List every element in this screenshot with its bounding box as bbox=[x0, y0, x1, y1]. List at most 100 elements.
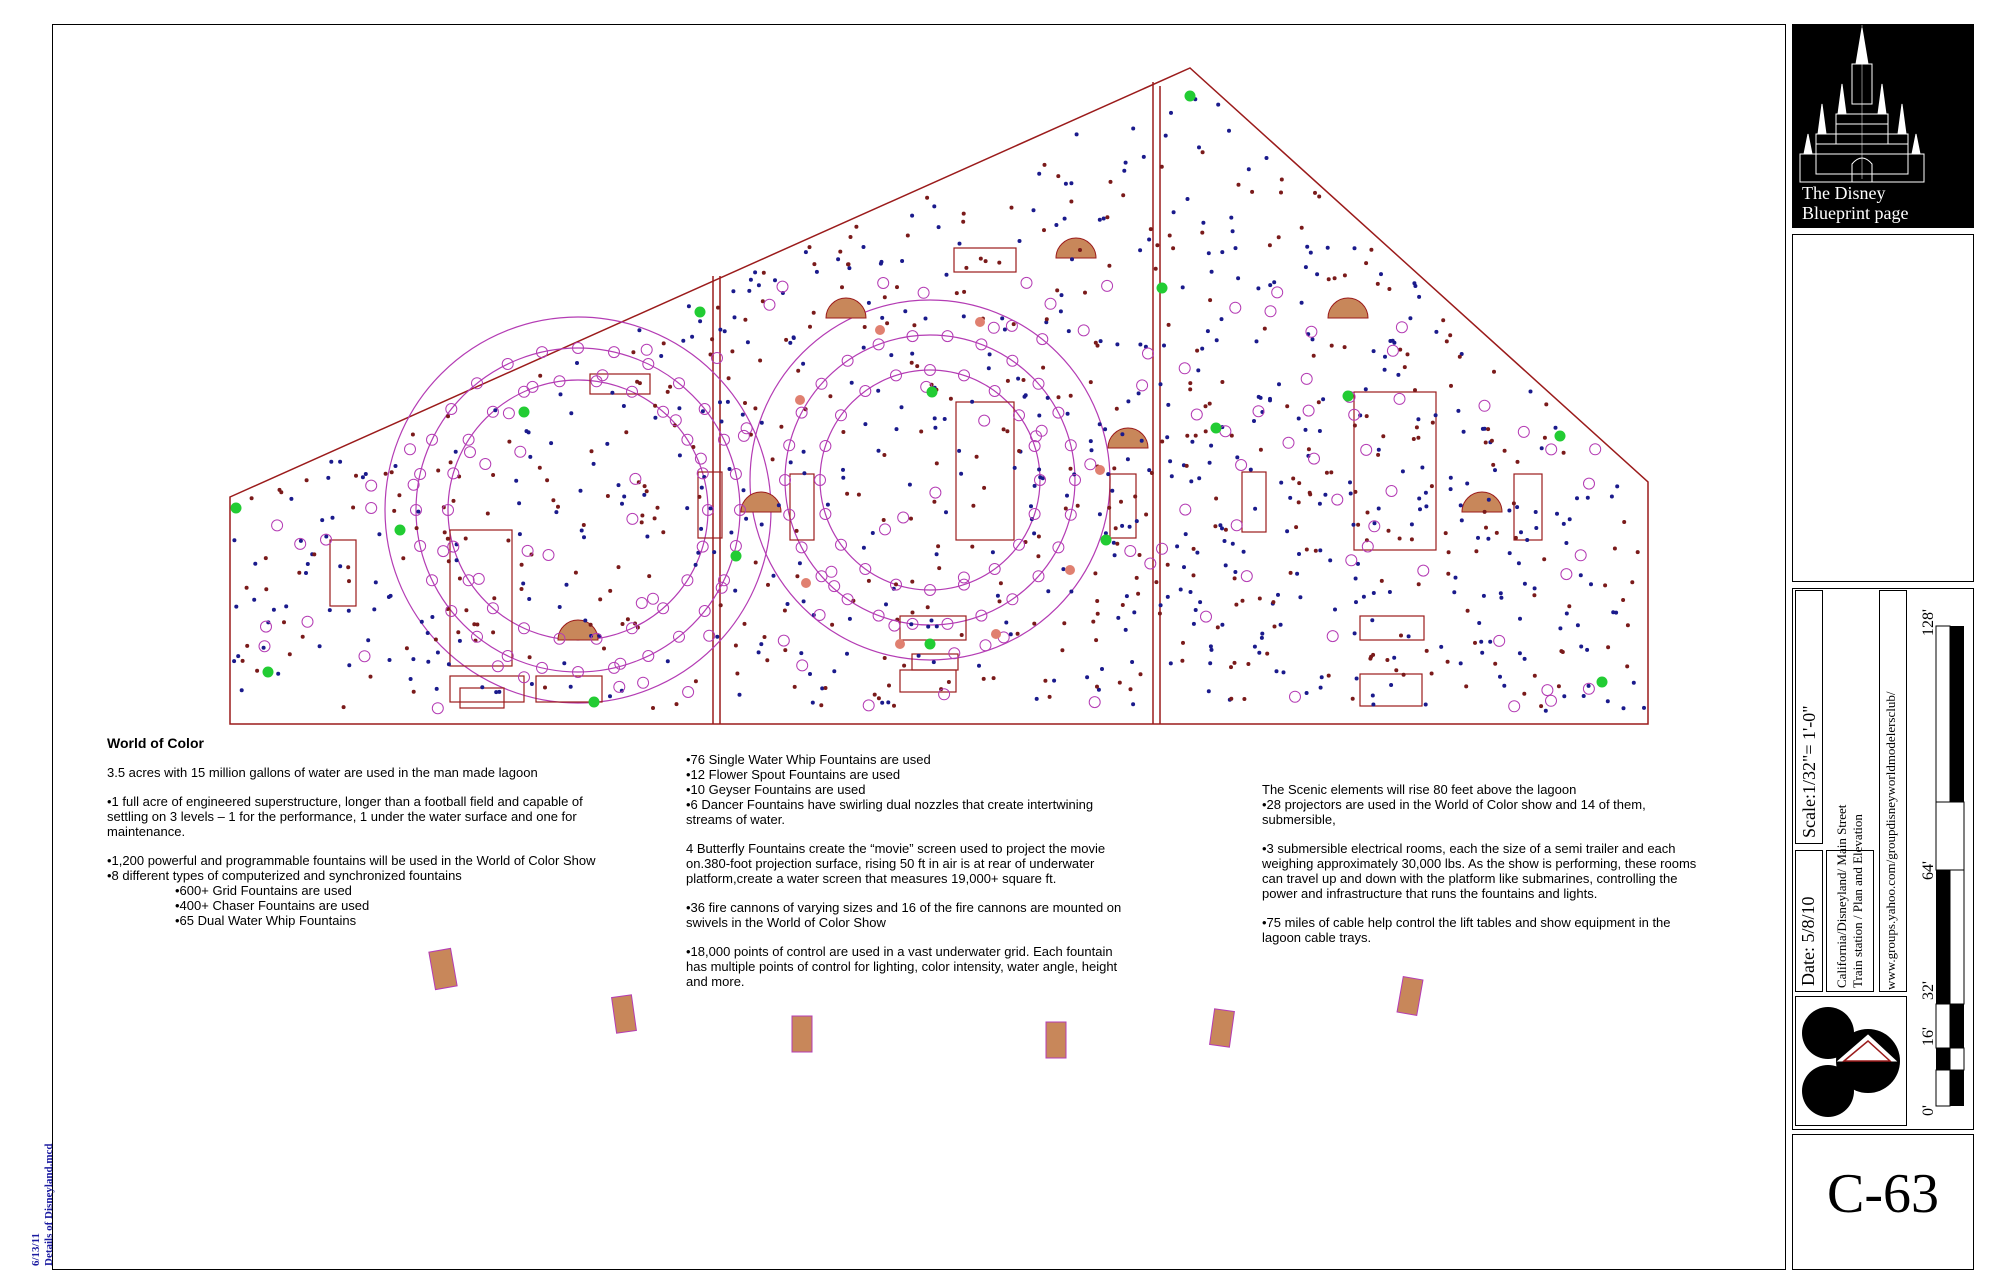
chaser-fountain bbox=[1313, 190, 1317, 195]
flower-fountain bbox=[1478, 399, 1491, 412]
note: •76 Single Water Whip Fountains are used bbox=[686, 752, 931, 767]
chaser-fountain bbox=[1326, 277, 1331, 282]
grid-fountain bbox=[1371, 702, 1376, 707]
chaser-fountain bbox=[312, 552, 317, 557]
grid-fountain bbox=[276, 671, 281, 676]
ring-fountain bbox=[447, 540, 460, 553]
grid-fountain bbox=[568, 684, 573, 689]
grid-fountain bbox=[1615, 484, 1620, 489]
chaser-fountain bbox=[1386, 528, 1391, 533]
grid-fountain bbox=[1458, 661, 1463, 666]
ring-fountain bbox=[657, 405, 670, 418]
chaser-fountain bbox=[287, 652, 292, 657]
chaser-fountain bbox=[1191, 573, 1196, 578]
flower-fountain bbox=[365, 479, 378, 492]
chaser-fountain bbox=[1114, 406, 1119, 411]
fountain-ring bbox=[784, 334, 1076, 626]
chaser-fountain bbox=[1160, 439, 1165, 444]
dancer-fountain bbox=[801, 578, 811, 588]
chaser-fountain bbox=[1356, 522, 1361, 527]
grid-fountain bbox=[959, 471, 964, 476]
grid-fountain bbox=[1207, 460, 1212, 465]
chaser-fountain bbox=[823, 686, 828, 690]
flower-fountain bbox=[1305, 325, 1318, 338]
grid-fountain bbox=[1295, 571, 1300, 576]
grid-fountain bbox=[884, 602, 888, 607]
grid-fountain bbox=[1376, 447, 1381, 452]
grid-fountain bbox=[1318, 548, 1323, 553]
ring-fountain bbox=[988, 385, 1001, 397]
flower-fountain bbox=[1252, 405, 1265, 418]
grid-fountain bbox=[1189, 479, 1194, 484]
chaser-fountain bbox=[1171, 246, 1176, 251]
chaser-fountain bbox=[1542, 435, 1547, 440]
chaser-fountain bbox=[389, 470, 394, 475]
ring-fountain bbox=[572, 342, 584, 354]
grid-fountain bbox=[446, 662, 451, 667]
grid-fountain bbox=[1323, 492, 1328, 497]
grid-fountain bbox=[1169, 474, 1174, 479]
chaser-fountain bbox=[936, 544, 941, 549]
chaser-fountain bbox=[397, 493, 402, 498]
chaser-fountain bbox=[1489, 438, 1494, 443]
chaser-fountain bbox=[1184, 463, 1189, 468]
ring-fountain bbox=[536, 661, 548, 674]
grid-fountain bbox=[434, 686, 439, 691]
note: •65 Dual Water Whip Fountains bbox=[175, 913, 357, 928]
grid-fountain bbox=[1372, 521, 1377, 526]
chaser-fountain bbox=[368, 674, 373, 679]
flower-fountain bbox=[1156, 542, 1168, 555]
grid-fountain bbox=[1387, 590, 1392, 594]
grid-fountain bbox=[1000, 316, 1005, 321]
grid-fountain bbox=[1424, 504, 1429, 509]
ring-fountain bbox=[783, 439, 796, 452]
grid-fountain bbox=[1279, 480, 1284, 485]
grid-fountain bbox=[900, 259, 905, 263]
flower-fountain bbox=[1541, 684, 1554, 697]
sheet-number: C-63 bbox=[1827, 1163, 1939, 1225]
ring-fountain bbox=[673, 630, 685, 643]
chaser-fountain bbox=[1272, 624, 1277, 629]
grid-fountain bbox=[1200, 346, 1205, 351]
ring-fountain bbox=[941, 330, 954, 343]
grid-fountain bbox=[776, 503, 781, 508]
flower-fountain bbox=[1144, 557, 1157, 570]
ring-fountain bbox=[835, 538, 847, 551]
flower-fountain bbox=[437, 545, 450, 558]
ring-fountain bbox=[447, 467, 460, 480]
chaser-fountain bbox=[1063, 506, 1068, 511]
chaser-fountain bbox=[1492, 369, 1496, 374]
chaser-fountain bbox=[1128, 687, 1133, 692]
grid-fountain bbox=[977, 663, 981, 668]
chaser-fountain bbox=[1621, 598, 1626, 602]
grid-fountain bbox=[1434, 329, 1439, 334]
chaser-fountain bbox=[997, 599, 1002, 604]
grid-fountain bbox=[1564, 611, 1569, 616]
chaser-fountain bbox=[796, 368, 801, 373]
grid-fountain bbox=[700, 409, 705, 414]
chaser-fountain bbox=[263, 556, 268, 561]
grid-fountain bbox=[797, 561, 802, 566]
grid-fountain bbox=[497, 689, 502, 694]
dome-platform bbox=[740, 491, 782, 513]
chaser-fountain bbox=[1502, 448, 1507, 453]
grid-fountain bbox=[1209, 269, 1214, 274]
grid-fountain bbox=[910, 351, 915, 356]
chaser-fountain bbox=[1311, 353, 1316, 358]
chaser-fountain bbox=[1448, 333, 1453, 338]
fountain-ring bbox=[819, 369, 1041, 591]
fountain-ring bbox=[749, 299, 1111, 661]
grid-fountain bbox=[1233, 570, 1238, 574]
grid-fountain bbox=[1131, 702, 1136, 707]
grid-fountain bbox=[1518, 616, 1522, 621]
grid-fountain bbox=[1452, 590, 1457, 595]
grid-fountain bbox=[1259, 635, 1264, 640]
dome-platform bbox=[1461, 491, 1503, 513]
grid-fountain bbox=[808, 672, 812, 676]
grid-fountain bbox=[1008, 632, 1013, 637]
chaser-fountain bbox=[1532, 593, 1537, 598]
flower-fountain bbox=[1200, 610, 1212, 623]
grid-fountain bbox=[1123, 160, 1128, 165]
chaser-fountain bbox=[1279, 177, 1284, 182]
scenic-element bbox=[791, 1015, 813, 1053]
